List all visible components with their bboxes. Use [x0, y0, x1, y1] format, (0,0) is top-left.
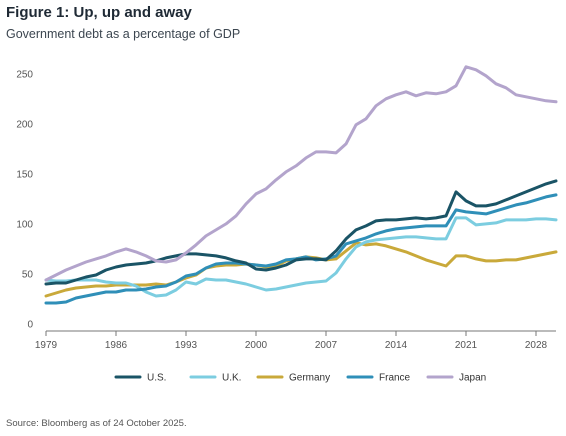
y-tick-label: 50 [22, 269, 34, 280]
x-tick-label: 1993 [175, 340, 198, 351]
y-tick-label: 0 [27, 320, 33, 331]
chart-title: Figure 1: Up, up and away [6, 4, 192, 21]
source-note: Source: Bloomberg as of 24 October 2025. [6, 418, 187, 429]
line-chart: 0 50 100 150 200 250 1979 1986 1993 2000 2007 2014 2… [16, 65, 558, 384]
legend-label: France [379, 373, 411, 384]
series-line-u-k [44, 216, 558, 298]
x-tick-label: 2014 [385, 340, 408, 351]
x-tick-label: 2000 [245, 340, 268, 351]
y-tick-label: 200 [16, 119, 33, 130]
legend-label: Germany [289, 373, 330, 384]
series-line-japan [44, 65, 558, 282]
series-line-u-s [44, 179, 558, 286]
x-tick-label: 2021 [455, 340, 478, 351]
legend-label: U.K. [222, 373, 241, 384]
y-tick-label: 100 [16, 219, 33, 230]
chart-subtitle: Government debt as a percentage of GDP [6, 27, 241, 41]
x-tick-label: 1979 [35, 340, 58, 351]
legend-label: Japan [459, 373, 486, 384]
x-tick-label: 2028 [525, 340, 548, 351]
y-tick-label: 150 [16, 169, 33, 180]
y-tick-label: 250 [16, 69, 33, 80]
x-tick-label: 2007 [315, 340, 338, 351]
x-tick-label: 1986 [105, 340, 128, 351]
legend-label: U.S. [147, 373, 166, 384]
